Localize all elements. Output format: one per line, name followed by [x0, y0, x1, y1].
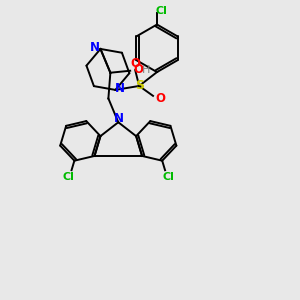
- Text: N: N: [89, 41, 100, 55]
- Text: O: O: [130, 57, 140, 70]
- Text: Cl: Cl: [63, 172, 74, 182]
- Text: N: N: [115, 82, 125, 95]
- Text: Cl: Cl: [162, 172, 174, 182]
- Text: Cl: Cl: [156, 6, 168, 16]
- Text: N: N: [114, 112, 124, 125]
- Text: H: H: [142, 65, 150, 75]
- Text: S: S: [135, 80, 144, 92]
- Text: O: O: [133, 63, 143, 76]
- Text: O: O: [155, 92, 165, 105]
